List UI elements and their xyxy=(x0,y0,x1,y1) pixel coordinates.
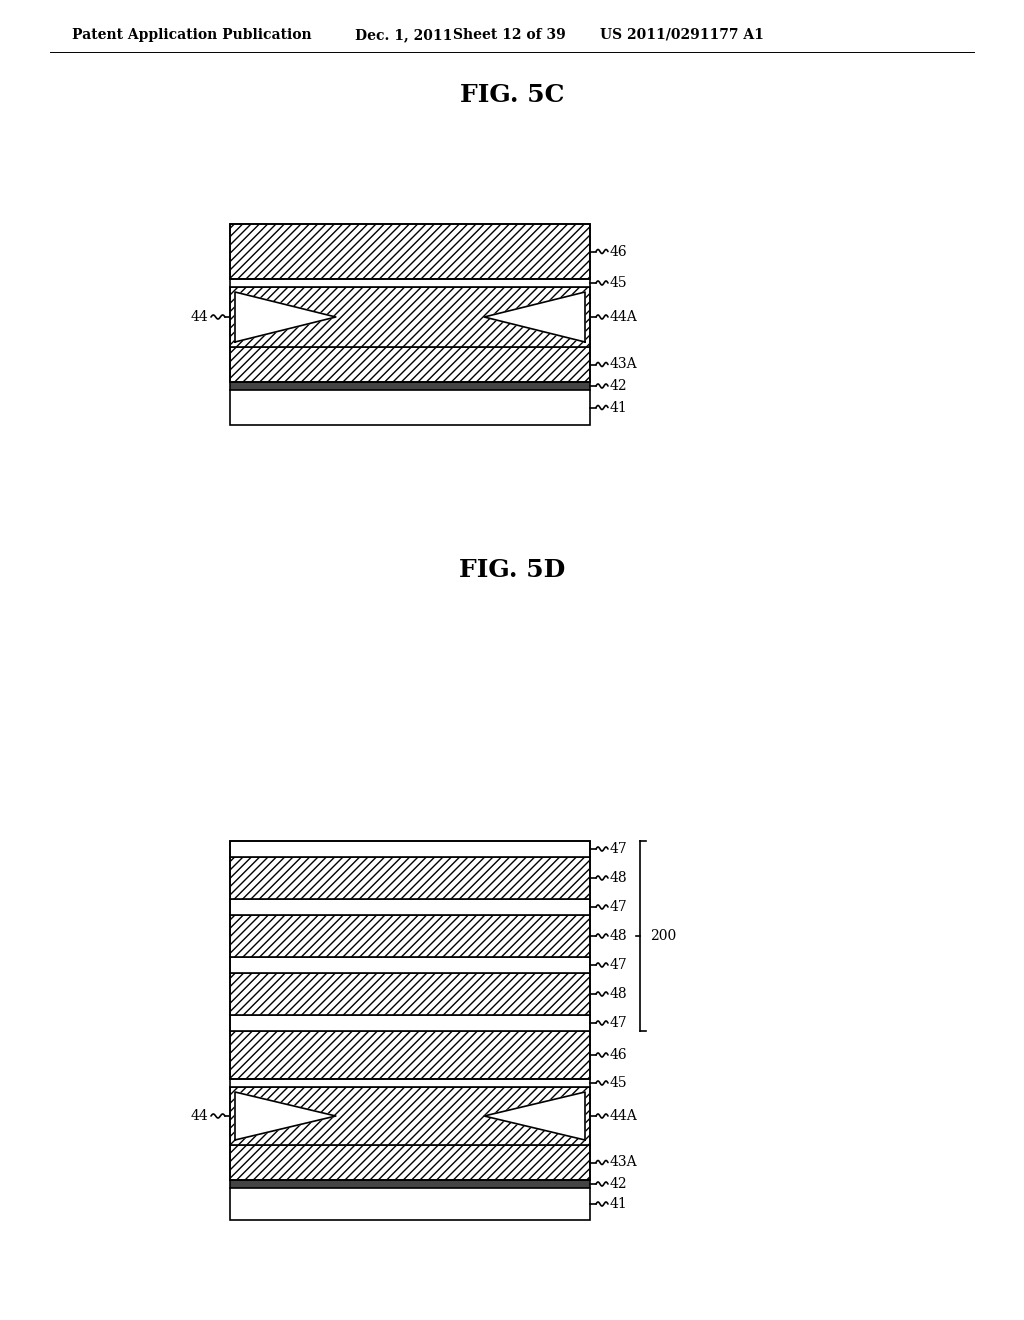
Text: 47: 47 xyxy=(610,900,628,913)
Bar xyxy=(230,1015,590,1031)
Bar xyxy=(230,279,590,286)
Text: 45: 45 xyxy=(610,276,628,290)
Text: 46: 46 xyxy=(610,1048,628,1063)
Text: 43A: 43A xyxy=(610,358,638,371)
Bar xyxy=(230,841,590,1220)
Bar xyxy=(230,1144,590,1180)
Text: FIG. 5C: FIG. 5C xyxy=(460,83,564,107)
Bar xyxy=(230,1086,590,1144)
Text: 45: 45 xyxy=(610,1076,628,1090)
Bar xyxy=(230,1188,590,1220)
Text: 47: 47 xyxy=(610,958,628,972)
Bar xyxy=(230,1078,590,1086)
Bar xyxy=(230,224,590,425)
Bar xyxy=(230,389,590,425)
Text: 48: 48 xyxy=(610,929,628,942)
Bar xyxy=(230,915,590,957)
Text: 44: 44 xyxy=(190,310,208,323)
Text: 48: 48 xyxy=(610,987,628,1001)
Polygon shape xyxy=(234,292,336,342)
Text: Patent Application Publication: Patent Application Publication xyxy=(72,28,311,42)
Text: 42: 42 xyxy=(610,379,628,393)
Text: FIG. 5D: FIG. 5D xyxy=(459,558,565,582)
Text: 47: 47 xyxy=(610,1016,628,1030)
Text: US 2011/0291177 A1: US 2011/0291177 A1 xyxy=(600,28,764,42)
Text: 44: 44 xyxy=(190,1109,208,1123)
Bar xyxy=(230,381,590,389)
Text: 48: 48 xyxy=(610,871,628,884)
Bar xyxy=(230,224,590,279)
Text: 42: 42 xyxy=(610,1177,628,1191)
Bar xyxy=(230,857,590,899)
Bar xyxy=(230,286,590,347)
Text: Dec. 1, 2011: Dec. 1, 2011 xyxy=(355,28,453,42)
Text: 43A: 43A xyxy=(610,1155,638,1170)
Text: 41: 41 xyxy=(610,1197,628,1210)
Polygon shape xyxy=(234,1092,336,1140)
Text: 46: 46 xyxy=(610,244,628,259)
Bar xyxy=(230,841,590,857)
Bar xyxy=(230,347,590,381)
Bar xyxy=(230,1180,590,1188)
Text: 200: 200 xyxy=(650,929,676,942)
Bar xyxy=(230,973,590,1015)
Polygon shape xyxy=(484,1092,585,1140)
Text: 44A: 44A xyxy=(610,310,638,323)
Text: Sheet 12 of 39: Sheet 12 of 39 xyxy=(453,28,565,42)
Bar xyxy=(230,1031,590,1078)
Polygon shape xyxy=(484,292,585,342)
Text: 47: 47 xyxy=(610,842,628,855)
Text: 44A: 44A xyxy=(610,1109,638,1123)
Text: 41: 41 xyxy=(610,400,628,414)
Bar xyxy=(230,957,590,973)
Bar xyxy=(230,899,590,915)
